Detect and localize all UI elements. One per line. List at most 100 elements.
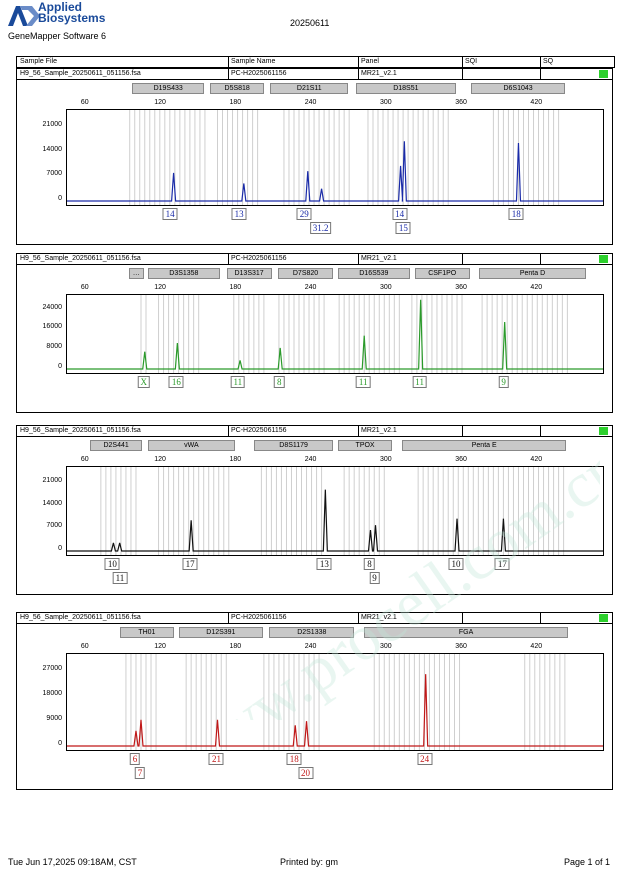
locus-label[interactable]: D5S818 [210, 83, 265, 94]
y-tick-label: 21000 [42, 121, 62, 129]
x-tick-label: 180 [229, 456, 242, 463]
dye-panel: H9_56_Sample_20250611_051156.fsa PC-H2025… [16, 68, 613, 245]
x-tick-label: 420 [530, 284, 543, 291]
sample-info-row: H9_56_Sample_20250611_051156.fsa PC-H2025… [17, 613, 612, 624]
allele-call-label[interactable]: 10 [448, 558, 464, 570]
allele-call-label[interactable]: 9 [498, 376, 509, 388]
page-number: Page 1 of 1 [564, 857, 611, 867]
y-tick-label: 0 [58, 740, 62, 747]
allele-call-label[interactable]: 20 [298, 767, 314, 779]
allele-call-label[interactable]: 11 [112, 572, 128, 584]
allele-call-label[interactable]: 7 [134, 767, 146, 779]
allele-call-label[interactable]: 17 [182, 558, 198, 570]
sample-file: H9_56_Sample_20250611_051156.fsa [20, 255, 141, 262]
sq-status-indicator [599, 427, 608, 435]
electropherogram-plot[interactable] [66, 653, 604, 751]
locus-label[interactable]: vWA [147, 440, 236, 451]
brand-name: Applied Biosystems [38, 0, 106, 25]
electropherogram-plot[interactable] [66, 466, 604, 556]
locus-label[interactable]: TH01 [119, 627, 174, 638]
locus-label[interactable]: TPOX [338, 440, 393, 451]
allele-call-label[interactable]: 13 [231, 208, 247, 220]
allele-call-label[interactable]: 21 [208, 753, 224, 765]
locus-label[interactable]: D18S51 [355, 83, 456, 94]
y-tick-label: 0 [58, 545, 62, 552]
allele-call-label[interactable]: 14 [162, 208, 178, 220]
locus-label[interactable]: CSF1PO [414, 268, 470, 279]
allele-call-label[interactable]: 8 [364, 558, 375, 570]
y-tick-label: 14000 [42, 499, 62, 507]
printed-by: Printed by: gm [280, 857, 339, 867]
locus-label[interactable]: D8S1179 [254, 440, 334, 451]
locus-label[interactable]: D12S391 [178, 627, 263, 638]
sq-status-indicator [599, 255, 608, 263]
x-tick-label: 120 [154, 456, 166, 463]
y-tick-label: 14000 [42, 145, 62, 153]
allele-call-label[interactable]: 13 [316, 558, 332, 570]
allele-call-label[interactable]: 24 [417, 753, 433, 765]
allele-call-label[interactable]: 8 [273, 376, 285, 388]
locus-label[interactable]: D2S1338 [269, 627, 355, 638]
allele-call-label[interactable]: 11 [230, 376, 246, 388]
x-tick-label: 300 [379, 456, 392, 463]
sample-info-row: H9_56_Sample_20250611_051156.fsa PC-H2025… [17, 426, 612, 437]
electropherogram-plot[interactable] [66, 294, 604, 374]
col-sample-file: Sample File [20, 58, 57, 65]
y-tick-label: 0 [58, 195, 62, 202]
sample-file: H9_56_Sample_20250611_051156.fsa [20, 427, 141, 434]
locus-label[interactable]: … [128, 268, 144, 279]
x-tick-label: 60 [80, 456, 89, 463]
x-tick-label: 300 [379, 284, 392, 291]
locus-label[interactable]: D19S433 [132, 83, 204, 94]
allele-call-label[interactable]: 29 [296, 208, 312, 220]
allele-call-label[interactable]: 14 [392, 208, 408, 220]
y-tick-label: 27000 [42, 665, 62, 673]
column-header-row: Sample File Sample Name Panel SQI SQ [16, 56, 615, 68]
locus-label[interactable]: Penta D [478, 268, 587, 279]
signal-trace [67, 489, 603, 552]
locus-label[interactable]: D16S539 [338, 268, 410, 279]
allele-call-label[interactable]: 11 [355, 376, 371, 388]
x-tick-label: 360 [455, 99, 467, 106]
x-tick-label: 60 [80, 643, 89, 650]
x-tick-label: 60 [80, 284, 89, 291]
brand-line-2: Biosystems [38, 11, 106, 25]
col-sqi: SQI [465, 58, 478, 65]
locus-label[interactable]: D3S1358 [147, 268, 221, 279]
locus-label[interactable]: D2S441 [89, 440, 143, 451]
locus-label[interactable]: FGA [364, 627, 568, 638]
allele-call-label[interactable]: 17 [494, 558, 510, 570]
locus-label[interactable]: Penta E [402, 440, 567, 451]
allele-call-label[interactable]: 18 [286, 753, 302, 765]
allele-call-label[interactable]: 16 [168, 376, 184, 388]
x-tick-label: 120 [154, 643, 166, 650]
electropherogram-plot[interactable] [66, 109, 604, 206]
allele-call-label[interactable]: 18 [508, 208, 524, 220]
locus-label[interactable]: D21S11 [270, 83, 349, 94]
x-tick-label: 420 [530, 643, 543, 650]
x-tick-label: 360 [455, 284, 467, 291]
y-tick-label: 8000 [46, 343, 62, 351]
allele-call-label[interactable]: 11 [412, 376, 427, 388]
run-date: 20250611 [290, 18, 330, 28]
allele-call-label[interactable]: 10 [104, 558, 120, 570]
brand-line-1: Applied [38, 0, 82, 14]
locus-label[interactable]: D13S317 [226, 268, 272, 279]
x-tick-label: 120 [154, 99, 166, 106]
allele-call-label[interactable]: 15 [395, 222, 411, 234]
allele-call-label[interactable]: 31.2 [309, 222, 332, 234]
software-name: GeneMapper Software 6 [8, 31, 107, 41]
x-tick-label: 240 [304, 284, 317, 291]
x-tick-label: 180 [229, 643, 242, 650]
x-tick-label: 300 [379, 99, 392, 106]
locus-label[interactable]: D6S1043 [471, 83, 566, 94]
locus-label[interactable]: D7S820 [277, 268, 334, 279]
allele-call-label[interactable]: 6 [129, 753, 141, 765]
allele-call-label[interactable]: X [137, 376, 150, 388]
x-tick-label: 60 [80, 99, 89, 106]
allele-call-label[interactable]: 9 [369, 572, 380, 584]
sq-status-indicator [599, 614, 608, 622]
x-tick-label: 360 [455, 456, 467, 463]
x-tick-label: 180 [229, 99, 242, 106]
y-tick-label: 9000 [46, 715, 62, 723]
